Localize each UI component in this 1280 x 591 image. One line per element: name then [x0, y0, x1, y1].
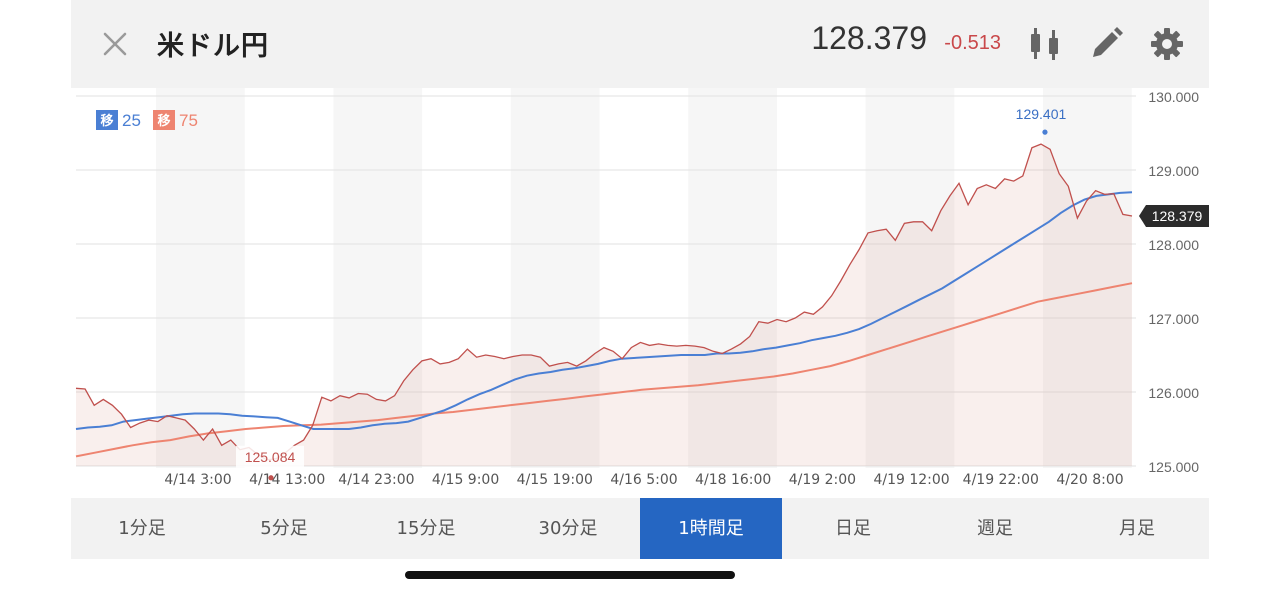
x-tick-label: 4/16 5:00 — [610, 472, 677, 488]
x-tick-label: 4/14 23:00 — [338, 472, 414, 488]
timeframe-daily[interactable]: 日足 — [835, 518, 871, 539]
time-band — [333, 88, 423, 468]
chart-svg: 125.000 126.000 127.000 128.000 129.000 130.0… — [75, 88, 1209, 488]
legend-badge-ma75 — [153, 110, 175, 130]
home-indicator[interactable] — [405, 571, 735, 579]
x-tick-label: 4/19 12:00 — [873, 472, 949, 488]
timeframe-monthly[interactable]: 月足 — [1119, 518, 1155, 539]
y-tick-label: 128.000 — [1148, 237, 1199, 253]
time-band — [865, 88, 955, 468]
x-tick-label: 4/19 22:00 — [963, 472, 1039, 488]
low-label: 125.084 — [245, 449, 296, 465]
x-tick-label: 4/20 8:00 — [1056, 472, 1123, 488]
low-marker — [268, 475, 274, 481]
current-price-tag — [1139, 204, 1209, 227]
price-change: -0.513 — [944, 32, 1001, 54]
timeframe-5min[interactable]: 5分足 — [260, 518, 308, 539]
x-tick-label: 4/14 13:00 — [249, 472, 325, 488]
high-label: 129.401 — [1016, 106, 1067, 122]
timeframe-1min[interactable]: 1分足 — [118, 518, 166, 539]
legend-badge-ma25-label: 移 — [100, 113, 113, 129]
legend-badge-ma25 — [96, 110, 118, 130]
timeframe-15min[interactable]: 15分足 — [396, 518, 456, 539]
x-tick-label: 4/19 2:00 — [789, 472, 856, 488]
legend-ma75-label: 75 — [179, 111, 198, 130]
high-marker — [1042, 129, 1048, 135]
low-label-bg — [236, 445, 304, 468]
y-tick-label: 126.000 — [1148, 385, 1199, 401]
close-icon[interactable] — [99, 28, 131, 60]
pencil-icon[interactable] — [1086, 24, 1126, 64]
timeframe-weekly[interactable]: 週足 — [977, 518, 1013, 539]
price-area-fill — [76, 144, 1132, 466]
x-tick-label: 4/15 19:00 — [517, 472, 593, 488]
timeframe-30min[interactable]: 30分足 — [538, 518, 598, 539]
timeframe-1hour[interactable]: 1時間足 — [640, 498, 782, 559]
time-band — [1043, 88, 1132, 468]
y-tick-label: 125.000 — [1148, 459, 1199, 475]
legend-ma25-label: 25 — [122, 111, 141, 130]
x-tick-label: 4/14 3:00 — [164, 472, 231, 488]
header: 米ドル円 128.379 -0.513 — [71, 0, 1209, 88]
time-band — [510, 88, 600, 468]
timeframe-bar: 1分足 5分足 15分足 30分足 1時間足 日足 週足 月足 — [71, 498, 1209, 559]
current-price-tag-label: 128.379 — [1152, 208, 1203, 224]
candlestick-icon[interactable] — [1025, 24, 1065, 64]
current-price: 128.379 — [811, 20, 927, 56]
gear-icon[interactable] — [1147, 24, 1187, 64]
time-band — [156, 88, 245, 468]
y-tick-label: 129.000 — [1148, 163, 1199, 179]
ma75-line — [75, 282, 1133, 458]
x-tick-label: 4/15 9:00 — [432, 472, 499, 488]
price-chart[interactable]: 125.000 126.000 127.000 128.000 129.000 130.0… — [71, 88, 1209, 498]
legend-badge-ma75-label: 移 — [157, 113, 170, 129]
y-tick-label: 130.000 — [1148, 89, 1199, 105]
ma25-line — [75, 191, 1133, 430]
time-band — [688, 88, 777, 468]
y-tick-label: 127.000 — [1148, 311, 1199, 327]
currency-pair-title: 米ドル円 — [157, 31, 269, 62]
x-tick-label: 4/18 16:00 — [695, 472, 771, 488]
app: 米ドル円 128.379 -0.513 125.000 126.000 127.00… — [71, 0, 1209, 591]
